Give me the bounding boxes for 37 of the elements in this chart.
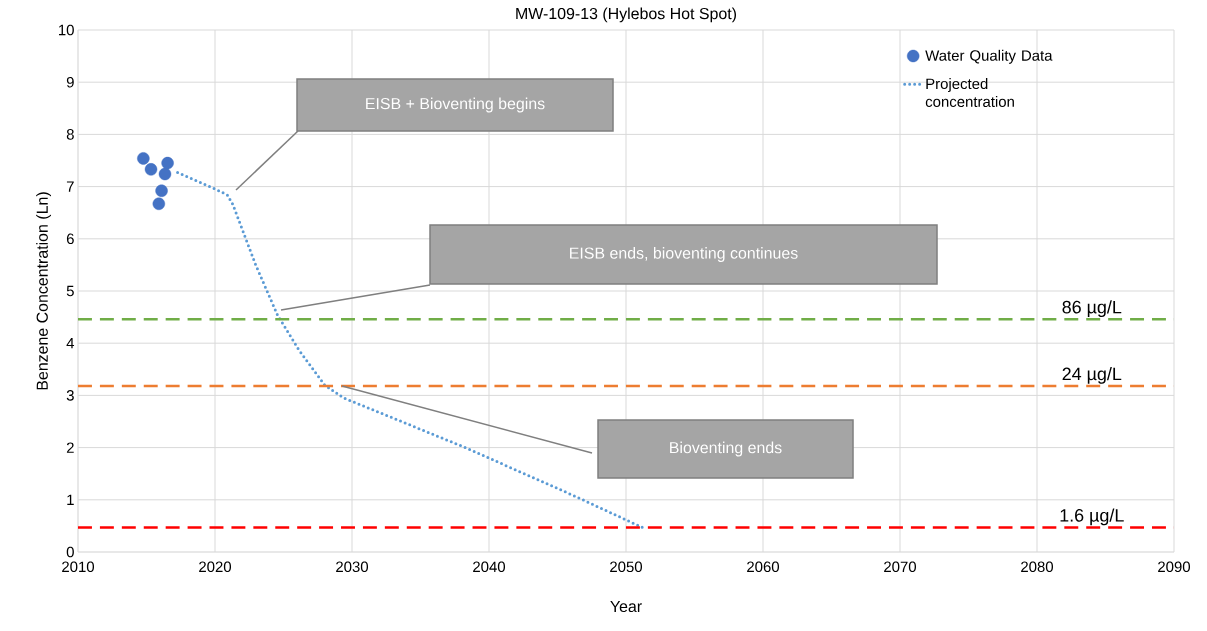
ref-line-label: 1.6 µg/L: [1060, 508, 1124, 526]
y-tick-label: 4: [66, 338, 75, 349]
point: [158, 167, 172, 181]
point: [144, 163, 158, 176]
legend-label: Projected concentration: [925, 78, 1014, 107]
legend-label: Water Quality Data: [925, 49, 1053, 64]
x-tick-label: 2010: [62, 561, 95, 573]
x-tick-label: 2050: [610, 561, 643, 573]
point: [152, 197, 166, 211]
y-tick-label: 3: [66, 390, 74, 401]
chart-title: MW-109-13 (Hylebos Hot Spot): [516, 7, 737, 23]
x-tick-label: 2080: [1021, 561, 1054, 573]
x-axis-title: Year: [610, 600, 642, 613]
point: [155, 184, 168, 197]
y-tick-label: 10: [59, 24, 74, 36]
y-tick-label: 2: [66, 442, 74, 453]
x-tick-label: 2060: [747, 561, 780, 573]
y-tick-label: 0: [66, 546, 74, 558]
ref-line-label: 24 µg/L: [1062, 367, 1122, 384]
y-axis-title: Benzene Concentration (Ln): [36, 192, 52, 390]
ref-line-label: 86 µg/L: [1062, 300, 1122, 317]
x-tick-label: 2030: [336, 561, 369, 573]
x-tick-label: 2040: [473, 561, 506, 573]
y-tick-label: 5: [66, 285, 74, 297]
point: [137, 152, 150, 165]
y-tick-label: 1: [67, 494, 74, 505]
x-tick-label: 2090: [1158, 561, 1191, 573]
x-tick-label: 2070: [884, 561, 917, 573]
y-tick-label: 8: [66, 129, 74, 140]
annotation: Bioventing ends: [670, 441, 782, 457]
y-tick-label: 7: [66, 181, 74, 192]
annotation: EISB + Bioventing begins: [366, 97, 545, 113]
y-tick-label: 6: [66, 233, 74, 245]
y-tick-label: 9: [66, 76, 74, 88]
point: [161, 156, 174, 170]
annotation: EISB ends, bioventing continues: [570, 247, 798, 262]
x-tick-label: 2020: [199, 561, 232, 573]
